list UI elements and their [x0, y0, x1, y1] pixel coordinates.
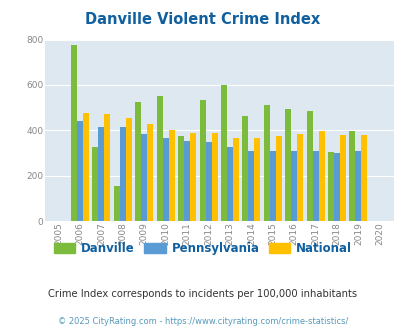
- Bar: [92, 148, 98, 221]
- Bar: [290, 151, 296, 221]
- Bar: [162, 138, 168, 221]
- Bar: [296, 134, 303, 221]
- Bar: [232, 138, 239, 221]
- Bar: [312, 151, 318, 221]
- Text: © 2025 CityRating.com - https://www.cityrating.com/crime-statistics/: © 2025 CityRating.com - https://www.city…: [58, 317, 347, 326]
- Bar: [263, 105, 269, 221]
- Bar: [339, 135, 345, 221]
- Bar: [156, 96, 162, 221]
- Bar: [242, 115, 248, 221]
- Bar: [285, 109, 290, 221]
- Bar: [248, 151, 254, 221]
- Bar: [83, 113, 89, 221]
- Bar: [141, 134, 147, 221]
- Bar: [147, 123, 153, 221]
- Bar: [355, 151, 360, 221]
- Bar: [71, 45, 77, 221]
- Bar: [119, 127, 126, 221]
- Bar: [220, 85, 226, 221]
- Text: Crime Index corresponds to incidents per 100,000 inhabitants: Crime Index corresponds to incidents per…: [48, 289, 357, 299]
- Bar: [205, 142, 211, 221]
- Bar: [269, 151, 275, 221]
- Bar: [318, 131, 324, 221]
- Bar: [77, 121, 83, 221]
- Bar: [349, 131, 355, 221]
- Bar: [306, 111, 312, 221]
- Bar: [183, 141, 190, 221]
- Text: Danville Violent Crime Index: Danville Violent Crime Index: [85, 12, 320, 26]
- Bar: [211, 133, 217, 221]
- Bar: [199, 100, 205, 221]
- Bar: [113, 186, 119, 221]
- Bar: [104, 115, 110, 221]
- Bar: [327, 152, 333, 221]
- Bar: [360, 135, 367, 221]
- Bar: [178, 136, 183, 221]
- Bar: [275, 136, 281, 221]
- Bar: [168, 130, 174, 221]
- Bar: [226, 148, 232, 221]
- Bar: [190, 133, 196, 221]
- Bar: [135, 102, 141, 221]
- Bar: [333, 153, 339, 221]
- Bar: [254, 138, 260, 221]
- Bar: [98, 127, 104, 221]
- Bar: [126, 118, 132, 221]
- Legend: Danville, Pennsylvania, National: Danville, Pennsylvania, National: [49, 237, 356, 260]
